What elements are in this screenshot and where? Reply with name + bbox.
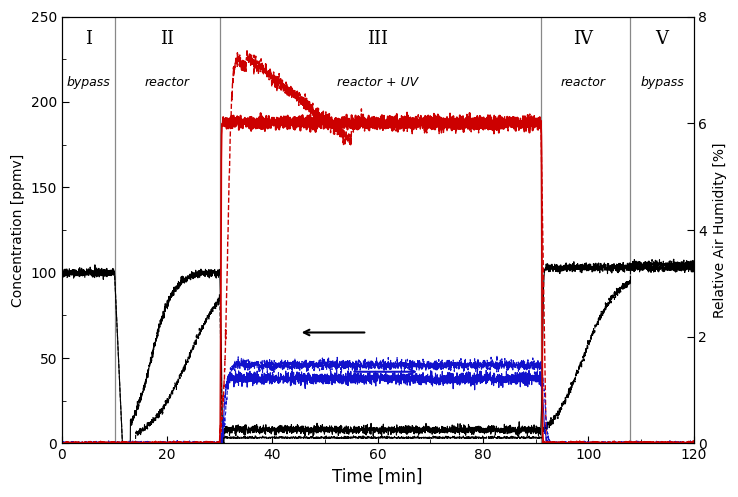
- Text: V: V: [655, 30, 669, 48]
- Text: bypass: bypass: [66, 77, 110, 89]
- Text: reactor + UV: reactor + UV: [337, 77, 418, 89]
- Y-axis label: Relative Air Humidity [%]: Relative Air Humidity [%]: [713, 142, 727, 318]
- Text: IV: IV: [573, 30, 593, 48]
- Text: bypass: bypass: [640, 77, 684, 89]
- X-axis label: Time [min]: Time [min]: [333, 468, 423, 486]
- Text: I: I: [85, 30, 92, 48]
- Y-axis label: Concentration [ppmv]: Concentration [ppmv]: [11, 154, 25, 307]
- Text: reactor: reactor: [561, 77, 606, 89]
- Text: III: III: [368, 30, 388, 48]
- Text: II: II: [160, 30, 174, 48]
- Text: reactor: reactor: [145, 77, 190, 89]
